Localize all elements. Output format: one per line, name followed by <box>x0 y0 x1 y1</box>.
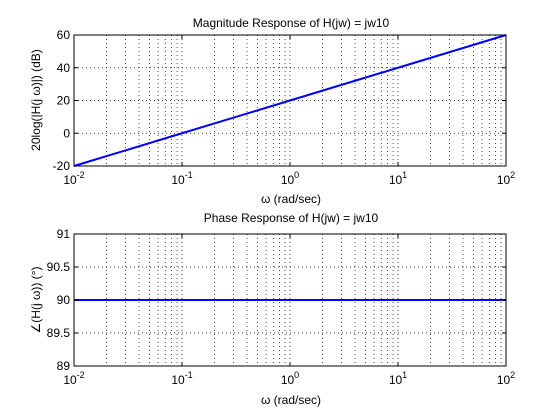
magnitude-title: Magnitude Response of H(jw) = jw10 <box>193 16 390 30</box>
phase-title: Phase Response of H(jw) = jw10 <box>204 211 379 225</box>
magnitude-xtick-label: 10-2 <box>63 170 84 187</box>
magnitude-ytick-label: -20 <box>53 159 71 173</box>
magnitude-xlabel: ω (rad/sec) <box>261 192 321 206</box>
phase-ytick-label: 91 <box>57 227 71 241</box>
magnitude-xtick-label: 102 <box>497 170 515 187</box>
phase-plot: Phase Response of H(jw) = jw10 ω (rad/se… <box>29 211 515 407</box>
magnitude-xtick-label: 100 <box>281 170 299 187</box>
magnitude-ylabel: 20log(|H(j ω)|) (dB) <box>29 49 43 151</box>
magnitude-ytick-label: 60 <box>57 28 71 42</box>
phase-xtick-label: 10-1 <box>171 370 192 387</box>
magnitude-ytick-label: 40 <box>57 61 71 75</box>
magnitude-xtick-label: 101 <box>389 170 407 187</box>
phase-ytick-label: 90.5 <box>47 260 71 274</box>
phase-ylabel: ∠(H(j ω)) (°) <box>29 267 43 334</box>
magnitude-plot: Magnitude Response of H(jw) = jw10 ω (ra… <box>29 16 515 206</box>
phase-ytick-label: 90 <box>57 293 71 307</box>
phase-xtick-label: 101 <box>389 370 407 387</box>
phase-xlabel: ω (rad/sec) <box>261 393 321 407</box>
magnitude-series-line <box>73 34 507 167</box>
phase-xtick-label: 10-2 <box>63 370 84 387</box>
magnitude-xtick-label: 10-1 <box>171 170 192 187</box>
magnitude-ytick-label: 20 <box>57 94 71 108</box>
phase-ytick-label: 89.5 <box>47 326 71 340</box>
phase-xtick-label: 100 <box>281 370 299 387</box>
phase-ytick-label: 89 <box>57 359 71 373</box>
phase-xtick-label: 102 <box>497 370 515 387</box>
magnitude-ytick-label: 0 <box>63 126 70 140</box>
